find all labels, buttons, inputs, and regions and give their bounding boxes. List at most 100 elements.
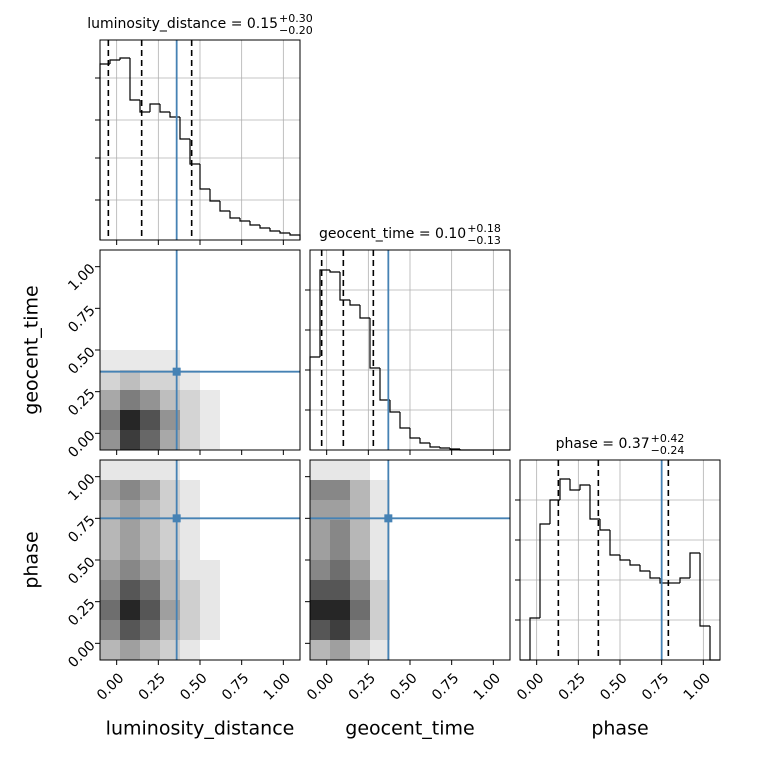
histogram-step	[399, 412, 410, 429]
truth-marker	[172, 514, 181, 523]
x-tick-label: 1.00	[681, 670, 714, 703]
histogram-step	[309, 356, 320, 450]
density-cell	[140, 600, 160, 620]
density-cell	[350, 620, 370, 640]
density-cell	[330, 460, 350, 480]
density-cell	[390, 500, 410, 520]
density-cell	[330, 640, 350, 660]
density-cell	[220, 430, 240, 450]
density-cell	[140, 520, 160, 540]
density-cell	[100, 480, 120, 500]
density-cell	[120, 540, 140, 560]
panel-title: geocent_time = 0.10	[319, 226, 466, 242]
density-cell	[200, 410, 220, 430]
truth-marker	[384, 514, 393, 523]
density-cell	[160, 580, 180, 600]
density-cell	[310, 560, 330, 580]
density-cell	[160, 430, 180, 450]
histogram-step	[179, 117, 190, 140]
density-cell	[330, 540, 350, 560]
histogram-step	[599, 519, 610, 531]
truth-marker	[172, 367, 181, 376]
histogram-step	[659, 578, 670, 584]
density-cell	[220, 580, 240, 600]
density-cell	[220, 350, 240, 370]
panel-frame	[519, 459, 721, 661]
density-cell	[370, 460, 390, 480]
density-cell	[100, 370, 120, 390]
histogram-step	[539, 523, 550, 618]
density-cell	[370, 540, 390, 560]
density-cell	[310, 460, 330, 480]
density-cell	[180, 460, 200, 480]
density-cell	[200, 540, 220, 560]
density-cell	[120, 560, 140, 580]
density-cell	[100, 500, 120, 520]
density-cell	[180, 350, 200, 370]
density-cell	[140, 430, 160, 450]
density-cell	[140, 540, 160, 560]
histogram-step	[419, 438, 430, 444]
histogram-step	[639, 565, 650, 572]
density-cell	[100, 520, 120, 540]
histogram-step	[229, 211, 240, 219]
histogram-step	[649, 571, 660, 579]
panel-title: phase = 0.37	[556, 436, 650, 452]
density-cell	[200, 390, 220, 410]
histogram-step	[129, 58, 140, 101]
density-cell	[220, 540, 240, 560]
density-cell	[350, 580, 370, 600]
density-cell	[220, 520, 240, 540]
density-cell	[370, 600, 390, 620]
density-cell	[200, 430, 220, 450]
histogram-step	[619, 555, 630, 561]
density-cell	[390, 520, 410, 540]
density-cell	[200, 640, 220, 660]
histogram-step	[139, 100, 150, 113]
y-tick-label: 0.25	[65, 596, 98, 629]
density-cell	[220, 500, 240, 520]
density-cell	[370, 580, 390, 600]
title-lower: −0.20	[279, 24, 313, 37]
y-tick-label: 0.50	[65, 344, 98, 377]
x-tick-label: 0.25	[136, 670, 169, 703]
density-cell	[390, 620, 410, 640]
density-cell	[100, 410, 120, 430]
y-axis-label: geocent_time	[21, 285, 43, 414]
density-cell	[220, 410, 240, 430]
y-tick-label: 0.75	[65, 513, 98, 546]
density-cell	[220, 480, 240, 500]
histogram-step	[549, 499, 560, 524]
histogram-step	[529, 617, 540, 660]
density-cell	[370, 520, 390, 540]
histogram-step	[209, 189, 220, 202]
x-axis-label: phase	[591, 718, 648, 740]
y-tick-label: 0.25	[65, 386, 98, 419]
density-cell	[350, 560, 370, 580]
density-cell	[310, 500, 330, 520]
density-cell	[310, 580, 330, 600]
y-tick-label: 0.75	[65, 303, 98, 336]
density-cell	[330, 520, 350, 540]
histogram-step	[239, 218, 250, 222]
density-cell	[100, 560, 120, 580]
density-cell	[140, 370, 160, 390]
y-tick-label: 0.00	[65, 428, 98, 461]
density-cell	[180, 560, 200, 580]
histogram-step	[369, 318, 380, 369]
density-cell	[220, 370, 240, 390]
histogram-step	[559, 478, 570, 500]
density-cell	[180, 600, 200, 620]
histogram-step	[569, 479, 580, 491]
density-cell	[120, 460, 140, 480]
density-cell	[200, 460, 220, 480]
panel-frame	[309, 459, 511, 661]
density-cell	[180, 370, 200, 390]
histogram-step	[579, 484, 590, 490]
density-cell	[100, 540, 120, 560]
histogram-step	[359, 305, 370, 319]
density-cell	[390, 580, 410, 600]
density-cell	[330, 480, 350, 500]
histogram-step	[159, 104, 170, 113]
density-cell	[370, 560, 390, 580]
